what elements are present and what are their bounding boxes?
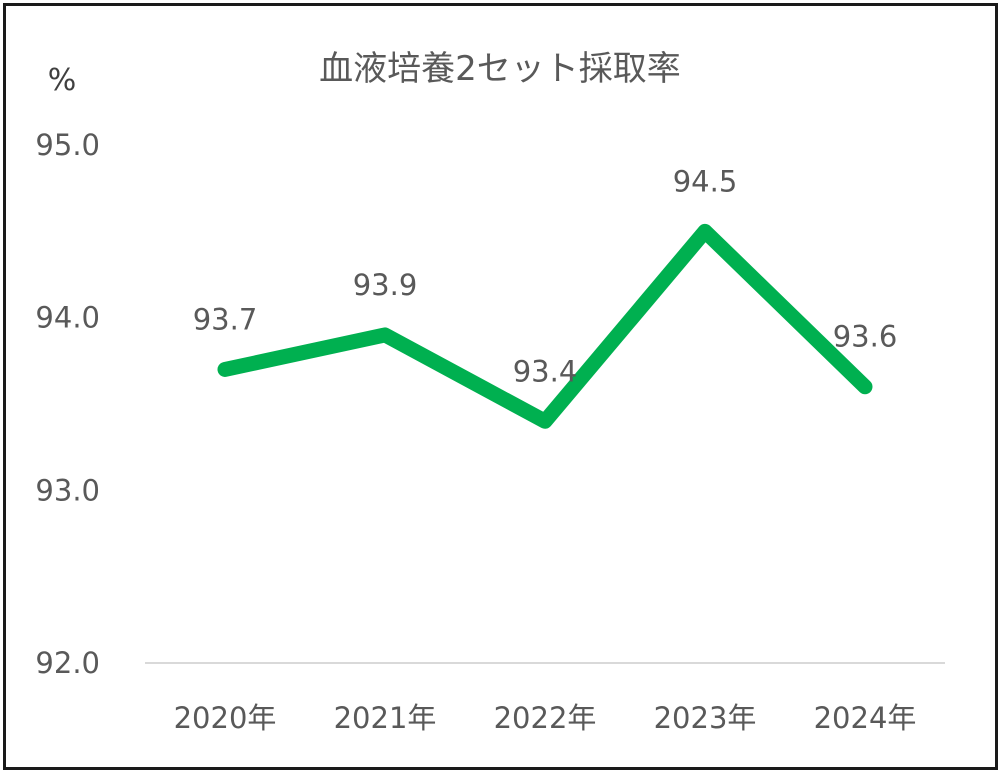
data-labels: 93.7 93.9 93.4 94.5 93.6 [193, 164, 898, 388]
data-label: 94.5 [673, 164, 738, 198]
series-line [217, 223, 873, 429]
y-tick-label: 92.0 [35, 646, 100, 680]
data-label: 93.7 [193, 302, 258, 336]
x-tick-label: 2023年 [654, 701, 757, 735]
y-axis-unit: % [48, 63, 77, 98]
chart-title: 血液培養2セット採取率 [319, 49, 681, 89]
x-tick-label: 2024年 [814, 701, 917, 735]
y-tick-label: 95.0 [35, 128, 100, 162]
x-tick-label: 2022年 [494, 701, 597, 735]
x-tick-label: 2020年 [174, 701, 277, 735]
x-axis-ticks: 2020年 2021年 2022年 2023年 2024年 [174, 701, 917, 735]
y-tick-label: 94.0 [35, 301, 100, 335]
y-axis-ticks: 95.0 94.0 93.0 92.0 [35, 128, 100, 680]
data-label: 93.6 [833, 320, 898, 354]
y-tick-label: 93.0 [35, 473, 100, 507]
data-label: 93.4 [513, 354, 578, 388]
data-label: 93.9 [353, 268, 418, 302]
chart-frame [3, 3, 998, 770]
x-tick-label: 2021年 [334, 701, 437, 735]
